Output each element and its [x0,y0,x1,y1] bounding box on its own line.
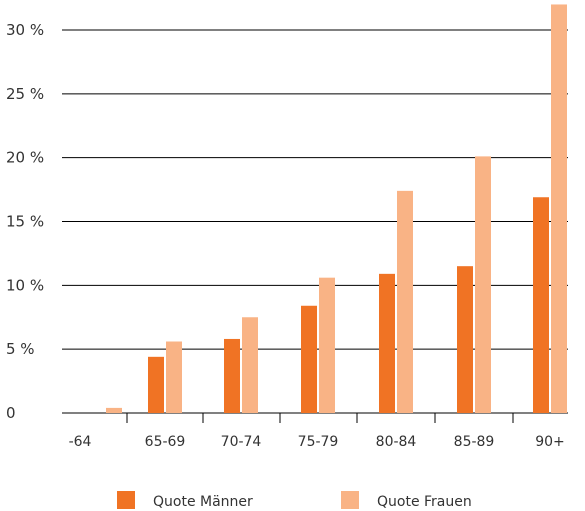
bar-maenner [457,266,473,413]
y-tick-label: 0 [6,404,16,422]
y-tick-label: 10 % [6,276,44,294]
bar-frauen [397,190,413,413]
bar-maenner [224,338,240,413]
y-tick-label: 20 % [6,149,44,167]
bar-maenner [379,273,395,413]
bar-maenner [148,356,164,413]
x-category-label: 80-84 [376,434,417,450]
bar-frauen [166,341,182,413]
bar-frauen [242,317,258,413]
y-tick-label: 30 % [6,21,44,39]
bar-frauen [551,4,567,413]
bar-maenner [301,305,317,413]
y-tick-label: 5 % [6,340,35,358]
bars [106,4,567,413]
bar-maenner [533,197,549,413]
bar-frauen [106,407,122,413]
x-category-label: 65-69 [145,434,186,450]
bar-frauen [319,277,335,413]
legend-swatch [341,491,359,509]
y-tick-label: 25 % [6,85,44,103]
legend-swatch [117,491,135,509]
y-axis-ticks: 0 5 % 10 % 15 % 20 % 25 % 30 % [6,21,44,422]
legend-label: Quote Frauen [377,494,472,510]
x-category-label: 70-74 [221,434,262,450]
legend: Quote Männer Quote Frauen [117,491,472,510]
x-axis: -64 65-69 70-74 75-79 80-84 85-89 90+ [69,413,565,450]
bar-frauen [475,156,491,413]
x-category-label: 75-79 [298,434,339,450]
y-tick-label: 15 % [6,213,44,231]
x-category-label: -64 [69,434,92,450]
x-category-label: 90+ [535,434,565,450]
x-category-label: 85-89 [454,434,495,450]
legend-label: Quote Männer [153,494,253,510]
gridlines [62,29,568,414]
